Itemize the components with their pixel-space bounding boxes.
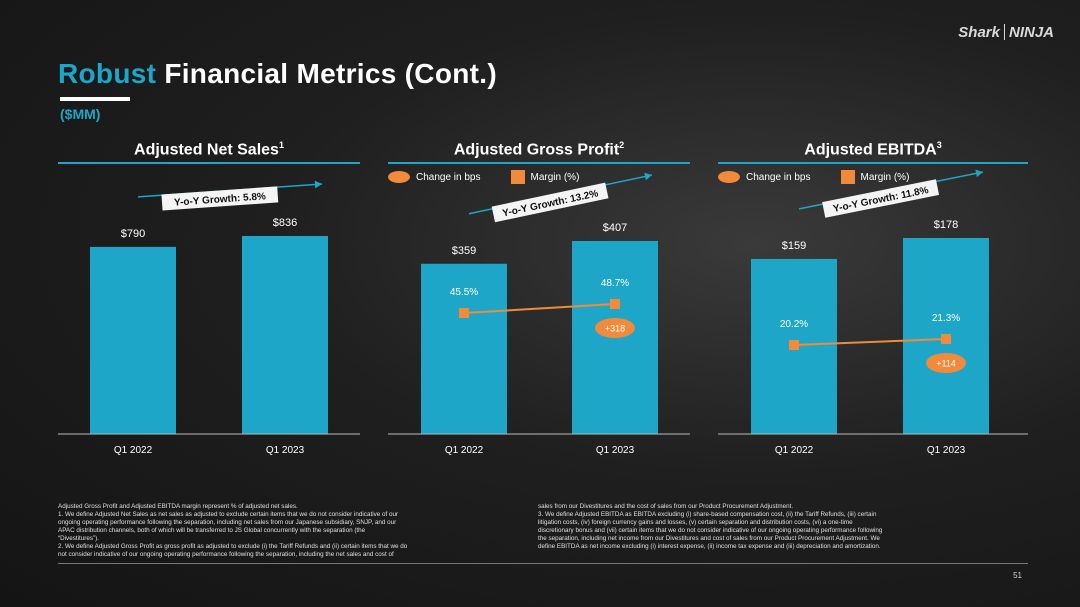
logo-right-text: NINJA xyxy=(1008,24,1054,41)
bar-value-label: $178 xyxy=(934,219,958,231)
change-bps-badge xyxy=(926,353,966,373)
legend-ebitda: Change in bps Margin (%) xyxy=(718,170,909,184)
footnote-line: ongoing operating performance following … xyxy=(58,519,397,526)
legend-change-swatch xyxy=(718,171,740,183)
x-tick-label: Q1 2022 xyxy=(445,445,484,456)
page-title: Robust Financial Metrics (Cont.) xyxy=(58,58,497,90)
margin-point xyxy=(459,308,469,318)
brand-logo: Shark NINJA xyxy=(958,24,1054,41)
logo-left-text: Shark xyxy=(958,24,1000,41)
margin-line xyxy=(793,338,947,346)
legend-gross-profit: Change in bps Margin (%) xyxy=(388,170,579,184)
chart-title-net-sales: Adjusted Net Sales1 xyxy=(58,140,360,159)
bar-value-label: $159 xyxy=(782,240,806,252)
legend-margin-label: Margin (%) xyxy=(860,171,910,183)
chart-rule-net-sales xyxy=(58,162,360,164)
legend-change-label: Change in bps xyxy=(746,171,811,183)
chart-rule-gross-profit xyxy=(388,162,690,164)
footnote-line: litigation costs, (iv) foreign currency … xyxy=(538,519,853,526)
chart-title-gross-profit: Adjusted Gross Profit2 xyxy=(388,140,690,159)
x-tick-label: Q1 2023 xyxy=(266,445,305,456)
footnote-line: “Divestitures”). xyxy=(58,535,99,542)
margin-point xyxy=(789,340,799,350)
footnote-line: 3. We define Adjusted EBITDA as EBITDA e… xyxy=(538,511,877,518)
margin-label: 21.3% xyxy=(932,313,960,324)
x-tick-label: Q1 2023 xyxy=(927,445,966,456)
bar-value-label: $359 xyxy=(452,245,476,257)
margin-label: 48.7% xyxy=(601,278,629,289)
chart-title-ebitda: Adjusted EBITDA3 xyxy=(718,140,1028,159)
footnotes-right: sales from our Divestitures and the cost… xyxy=(538,503,1028,551)
chart-title-text: Adjusted EBITDA xyxy=(804,141,937,159)
bar xyxy=(421,263,507,434)
footnote-line: sales from our Divestitures and the cost… xyxy=(538,503,794,510)
growth-banner xyxy=(822,179,940,218)
page-subtitle: ($MM) xyxy=(60,106,101,122)
chart-title-footnote-ref: 1 xyxy=(278,140,284,150)
bar-value-label: $407 xyxy=(603,222,627,234)
title-underline xyxy=(60,97,130,101)
margin-line xyxy=(463,303,616,314)
legend-margin-swatch xyxy=(510,170,525,184)
x-tick-label: Q1 2022 xyxy=(114,445,153,456)
growth-arrow-head xyxy=(975,169,983,178)
legend-margin-label: Margin (%) xyxy=(530,171,580,183)
footnote-line: 2. We define Adjusted Gross Profit as gr… xyxy=(58,543,408,550)
x-tick-label: Q1 2023 xyxy=(596,445,635,456)
bar xyxy=(90,246,176,434)
change-bps-label: +318 xyxy=(605,324,625,334)
footnote-line: define EBITDA as net income excluding (i… xyxy=(538,543,881,550)
margin-point xyxy=(941,334,951,344)
footnote-line: APAC distribution channels, both of whic… xyxy=(58,527,366,534)
legend-change-label: Change in bps xyxy=(416,171,481,183)
page-title-rest: Financial Metrics (Cont.) xyxy=(156,58,497,89)
logo-divider xyxy=(1003,24,1005,40)
chart-title-footnote-ref: 2 xyxy=(619,140,625,150)
footnote-line: not consider indicative of our ongoing o… xyxy=(58,551,394,558)
margin-label: 20.2% xyxy=(780,319,808,330)
footnote-line: Adjusted Gross Profit and Adjusted EBITD… xyxy=(58,503,298,510)
x-tick-label: Q1 2022 xyxy=(775,445,814,456)
margin-point xyxy=(610,299,620,309)
chart-title-text: Adjusted Gross Profit xyxy=(453,141,620,159)
change-bps-label: +114 xyxy=(936,359,956,369)
page-title-accent: Robust xyxy=(58,58,157,89)
footnote-line: 1. We define Adjusted Net Sales as net s… xyxy=(58,511,399,518)
legend-margin-swatch xyxy=(840,170,855,184)
bottom-rule xyxy=(58,563,1028,564)
bar-value-label: $836 xyxy=(273,217,297,229)
growth-arrow-head xyxy=(314,180,322,189)
growth-banner xyxy=(161,186,279,211)
footnote-line: discretionary bonus and (vii) certain it… xyxy=(538,527,883,534)
bar xyxy=(242,236,328,434)
legend-change-swatch xyxy=(388,171,410,183)
chart-title-text: Adjusted Net Sales xyxy=(134,141,279,159)
growth-arrow-head xyxy=(644,172,652,181)
footnote-line: the separation, including net income fro… xyxy=(538,535,880,542)
page-number: 51 xyxy=(1013,571,1022,580)
chart-rule-ebitda xyxy=(718,162,1028,164)
margin-label: 45.5% xyxy=(450,287,478,298)
footnotes-left: Adjusted Gross Profit and Adjusted EBITD… xyxy=(58,503,528,559)
chart-title-footnote-ref: 3 xyxy=(936,140,942,150)
bar-value-label: $790 xyxy=(121,228,145,240)
growth-banner xyxy=(491,182,609,223)
change-bps-badge xyxy=(595,318,635,338)
